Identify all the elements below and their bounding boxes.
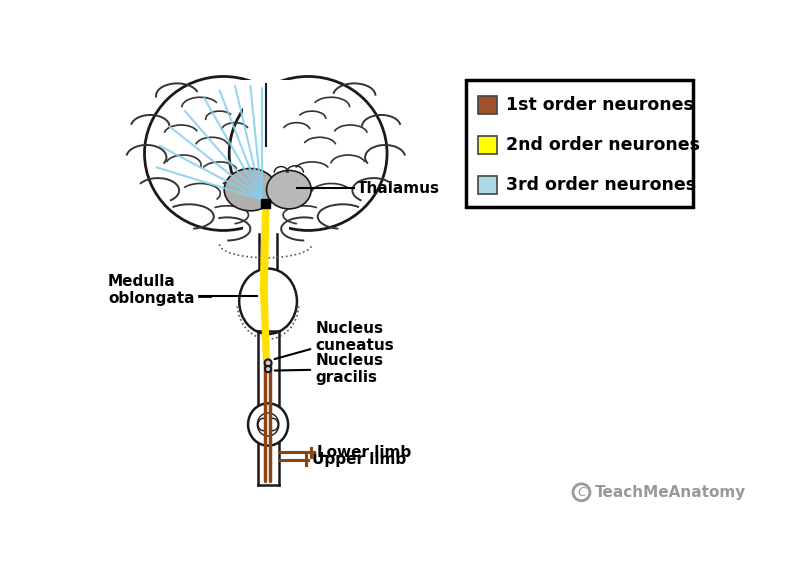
Circle shape — [265, 359, 271, 366]
Circle shape — [265, 366, 271, 372]
Text: Medulla
oblongata: Medulla oblongata — [108, 273, 194, 306]
Bar — [243, 80, 289, 230]
Text: Upper limb: Upper limb — [312, 453, 406, 468]
Bar — [479, 96, 497, 114]
Text: 2nd order neurones: 2nd order neurones — [506, 136, 700, 154]
Ellipse shape — [145, 76, 303, 230]
Text: Nucleus
cuneatus: Nucleus cuneatus — [274, 320, 395, 359]
Text: 1st order neurones: 1st order neurones — [506, 96, 694, 114]
Text: TeachMeAnatomy: TeachMeAnatomy — [595, 485, 747, 500]
Ellipse shape — [266, 170, 311, 209]
Ellipse shape — [248, 403, 288, 446]
Text: Nucleus
gracilis: Nucleus gracilis — [274, 353, 384, 385]
Ellipse shape — [257, 413, 279, 436]
Text: 3rd order neurones: 3rd order neurones — [506, 176, 696, 194]
Bar — [479, 136, 497, 154]
Text: Thalamus: Thalamus — [357, 180, 439, 195]
Ellipse shape — [239, 269, 297, 334]
Text: Lower limb: Lower limb — [318, 445, 412, 460]
Text: C: C — [577, 486, 586, 499]
Ellipse shape — [224, 168, 277, 211]
Bar — [479, 176, 497, 194]
Ellipse shape — [230, 76, 387, 230]
FancyBboxPatch shape — [466, 80, 693, 207]
